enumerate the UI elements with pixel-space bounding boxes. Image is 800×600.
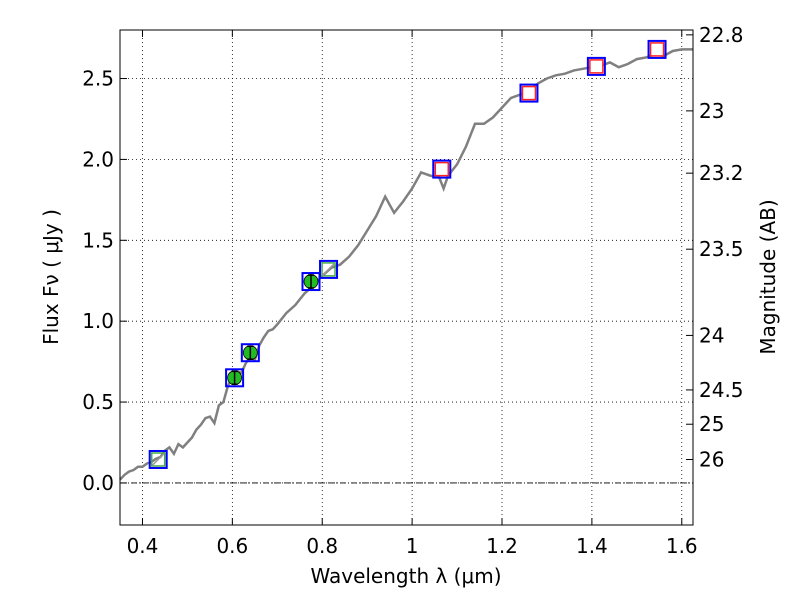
photometry-point: [148, 449, 168, 469]
model-only-slash: [321, 262, 336, 276]
x-tick-label: 0.6: [216, 534, 248, 558]
model-flux-box: [240, 343, 260, 363]
upper-limit-marker: [589, 59, 604, 74]
model-flux-box: [319, 259, 339, 279]
x-tick-label: 0.8: [306, 534, 338, 558]
y-axis-label: Flux Fν ( μJy ): [39, 209, 63, 345]
mag-tick-label: 23.5: [699, 237, 744, 261]
model-flux-box: [519, 83, 539, 103]
model-only-marker: [150, 452, 166, 467]
photometry-point: [301, 272, 321, 292]
mag-tick-label: 23: [699, 99, 724, 123]
magnitude-axis-label: Magnitude (AB): [756, 199, 780, 354]
photometry-point: [240, 343, 260, 363]
upper-limit-marker: [649, 42, 665, 57]
photometry-point: [225, 368, 245, 388]
magnitude-axis-ticks: 22.8 23 23.2 23.5 24 24.5 25 26: [686, 23, 744, 471]
photometry-point: [319, 259, 339, 279]
y-tick-label: 1.5: [82, 228, 114, 252]
photometry-point: [432, 159, 452, 179]
x-tick-label: 1.4: [576, 534, 608, 558]
model-flux-box: [225, 368, 245, 388]
y-tick-label: 0.5: [82, 390, 114, 414]
grid: [120, 30, 693, 525]
mag-tick-label: 22.8: [699, 23, 744, 47]
x-tick-label: 1: [406, 534, 419, 558]
model-flux-box: [432, 159, 452, 179]
mag-tick-label: 24: [699, 323, 724, 347]
photometry-point: [519, 83, 539, 103]
photometry-point: [647, 39, 667, 59]
model-spectrum-line: [119, 48, 693, 481]
x-tick-label: 1.6: [666, 534, 698, 558]
mag-tick-label: 25: [699, 412, 724, 436]
x-tick-label: 0.4: [127, 534, 159, 558]
y-tick-label: 2.0: [82, 147, 114, 171]
plot-frame: [119, 29, 694, 526]
x-axis-label: Wavelength λ (μm): [310, 564, 501, 588]
x-axis-ticks: 0.4 0.6 0.8 1 1.2 1.4 1.6: [127, 30, 698, 558]
model-flux-box: [647, 39, 667, 59]
upper-limit-marker: [521, 85, 537, 101]
mag-tick-label: 26: [699, 447, 724, 471]
y-tick-label: 0.0: [82, 471, 114, 495]
model-flux-box: [586, 56, 606, 76]
x-tick-label: 1.2: [486, 534, 518, 558]
y-tick-label: 1.0: [82, 309, 114, 333]
y-axis-ticks: 0.0 0.5 1.0 1.5 2.0 2.5: [82, 67, 127, 495]
photometry-points: [148, 39, 667, 469]
photometry-point: [586, 56, 606, 76]
mag-tick-label: 24.5: [699, 378, 744, 402]
model-only-marker: [321, 262, 336, 277]
model-flux-box: [148, 449, 168, 469]
upper-limit-marker: [434, 161, 450, 177]
y-tick-label: 2.5: [82, 67, 114, 91]
model-flux-box: [301, 272, 321, 292]
mag-tick-label: 23.2: [699, 161, 744, 185]
model-only-slash: [151, 452, 165, 467]
